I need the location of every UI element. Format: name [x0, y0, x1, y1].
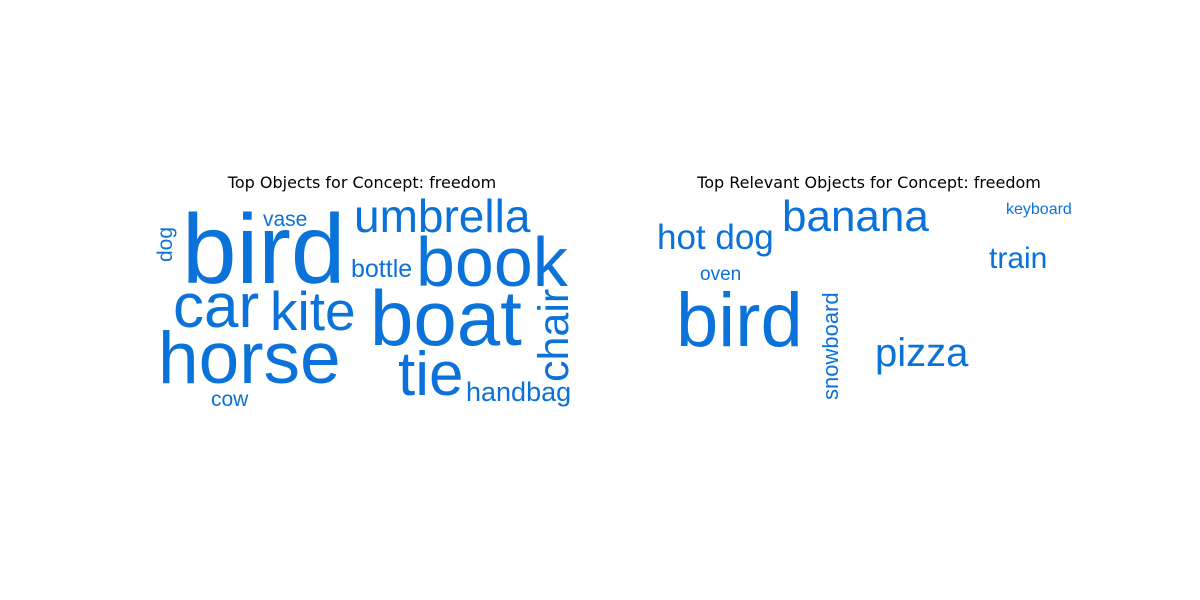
word-boat: boat: [370, 274, 522, 362]
word-snowboard: snowboard: [818, 292, 843, 400]
word-dog: dog: [154, 227, 177, 262]
word-umbrella: umbrella: [354, 190, 531, 242]
word-handbag: handbag: [466, 377, 571, 407]
word-bird-right: bird: [676, 278, 803, 363]
word-tie: tie: [398, 340, 463, 409]
word-hot-dog: hot dog: [657, 218, 774, 257]
right-word-cloud: banana hot dog keyboard train oven bird …: [657, 192, 1072, 400]
right-panel-title: Top Relevant Objects for Concept: freedo…: [697, 173, 1041, 192]
word-chair: chair: [530, 289, 578, 382]
word-car: car: [173, 272, 259, 341]
word-vase: vase: [263, 208, 307, 231]
word-kite: kite: [270, 280, 356, 342]
word-horse: horse: [158, 318, 341, 399]
word-oven: oven: [700, 264, 741, 285]
word-keyboard: keyboard: [1006, 201, 1072, 218]
left-panel-title: Top Objects for Concept: freedom: [227, 173, 497, 192]
word-book: book: [416, 223, 569, 301]
word-pizza: pizza: [875, 331, 969, 375]
word-cow: cow: [211, 388, 249, 411]
word-bird-left: bird: [182, 194, 345, 304]
left-word-cloud: bird umbrella vase dog book bottle car k…: [154, 190, 578, 411]
word-train: train: [989, 242, 1047, 275]
word-bottle: bottle: [351, 255, 412, 283]
word-banana: banana: [782, 192, 929, 241]
